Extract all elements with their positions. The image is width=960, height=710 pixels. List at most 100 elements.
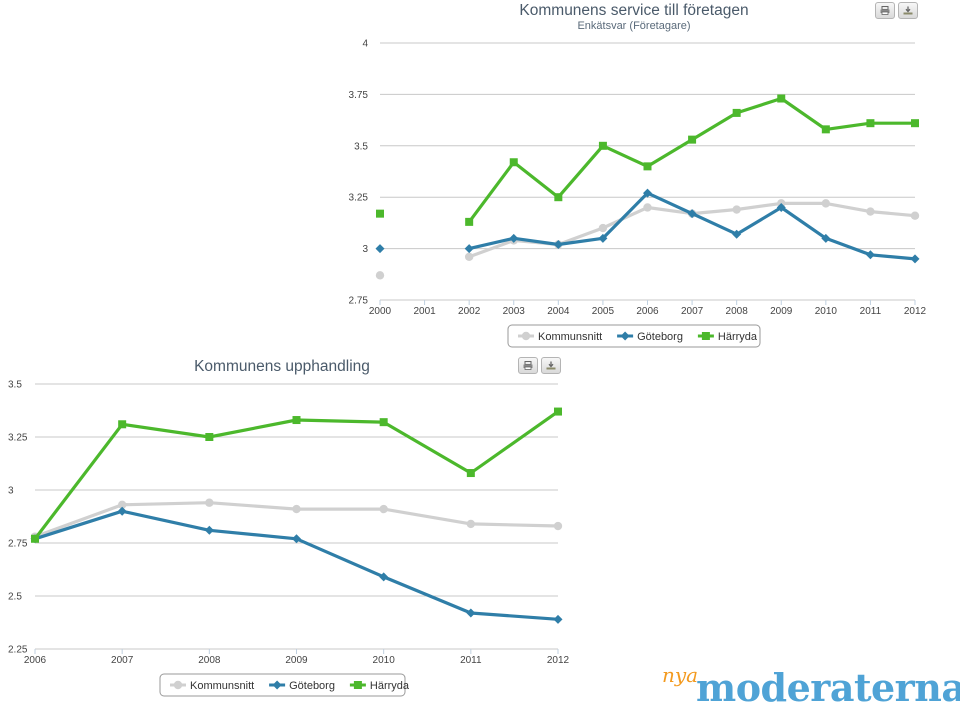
data-point bbox=[465, 217, 474, 226]
y-tick-label: 3.25 bbox=[349, 193, 369, 204]
data-point bbox=[509, 158, 518, 167]
data-point bbox=[866, 207, 875, 216]
moderaterna-logo: nya moderaterna bbox=[662, 663, 960, 710]
data-point bbox=[117, 500, 127, 510]
x-tick-label: 2008 bbox=[198, 655, 221, 666]
legend-swatch-marker bbox=[620, 331, 630, 341]
chart-title: Kommunens upphandling bbox=[194, 358, 370, 375]
x-tick-label: 2002 bbox=[458, 306, 481, 317]
data-point bbox=[379, 504, 388, 514]
y-tick-label: 2.25 bbox=[8, 645, 28, 656]
data-point bbox=[31, 534, 39, 543]
data-point bbox=[598, 223, 608, 233]
data-point bbox=[118, 420, 127, 429]
data-point bbox=[643, 203, 652, 212]
data-point bbox=[204, 525, 214, 535]
data-point bbox=[688, 135, 697, 144]
legend-swatch-marker bbox=[272, 680, 282, 690]
print-chart-button[interactable] bbox=[518, 357, 538, 374]
data-point bbox=[292, 416, 301, 425]
series-line bbox=[33, 410, 559, 540]
x-tick-label: 2012 bbox=[547, 655, 570, 666]
data-point bbox=[553, 614, 563, 624]
data-point bbox=[732, 229, 742, 239]
legend-item: Kommunsnitt bbox=[538, 331, 602, 343]
print-icon bbox=[880, 6, 890, 15]
chart-title: Kommunens service till företagen bbox=[519, 2, 748, 19]
x-tick-label: 2006 bbox=[24, 655, 47, 666]
data-point bbox=[292, 534, 301, 544]
logo-wordmark: moderaterna bbox=[696, 665, 960, 710]
x-tick-label: 2003 bbox=[503, 306, 526, 317]
download-icon bbox=[546, 361, 556, 370]
data-point bbox=[866, 119, 875, 128]
data-point bbox=[865, 250, 875, 260]
data-point bbox=[466, 469, 475, 478]
x-tick-label: 2009 bbox=[285, 655, 308, 666]
x-tick-label: 2009 bbox=[770, 306, 793, 317]
data-point bbox=[821, 125, 830, 134]
x-tick-label: 2011 bbox=[460, 655, 482, 666]
data-point bbox=[553, 521, 563, 531]
chart-upphandling: Kommunens upphandling 2.25 2.5 2.75 3 3.25 3.5… bbox=[0, 352, 580, 702]
y-tick-label: 3.5 bbox=[354, 141, 368, 152]
legend-item: Kommunsnitt bbox=[190, 680, 254, 692]
chart-subtitle: Enkätsvar (Företagare) bbox=[577, 20, 690, 32]
data-point bbox=[821, 233, 831, 243]
legend-swatch-marker bbox=[701, 332, 710, 340]
data-point bbox=[643, 188, 652, 198]
data-point bbox=[732, 205, 741, 214]
data-point bbox=[117, 506, 127, 516]
data-point bbox=[466, 608, 476, 618]
print-icon bbox=[523, 361, 533, 370]
download-chart-button[interactable] bbox=[898, 2, 918, 19]
series-line bbox=[467, 96, 915, 223]
data-point bbox=[554, 407, 562, 416]
print-chart-button[interactable] bbox=[875, 2, 895, 19]
x-tick-label: 2000 bbox=[369, 306, 392, 317]
data-point bbox=[554, 193, 563, 202]
x-tick-label: 2010 bbox=[373, 655, 396, 666]
data-point bbox=[821, 199, 831, 208]
series-line bbox=[34, 509, 559, 621]
y-tick-label: 2.75 bbox=[349, 296, 369, 307]
y-tick-label: 4 bbox=[362, 39, 368, 50]
x-tick-label: 2006 bbox=[636, 306, 659, 317]
chart-2-svg: Kommunens upphandling 2.25 2.5 2.75 3 3.25 3.5… bbox=[8, 358, 570, 697]
data-point bbox=[466, 519, 476, 529]
chart-service-till-foretagen: Kommunens service till företagen Enkätsva… bbox=[330, 0, 930, 352]
legend-item: Härryda bbox=[370, 680, 410, 692]
y-tick-label: 2.75 bbox=[8, 539, 28, 550]
legend-swatch-marker bbox=[353, 681, 362, 689]
x-tick-label: 2010 bbox=[815, 306, 838, 317]
data-point bbox=[376, 209, 384, 218]
data-point bbox=[375, 244, 385, 254]
legend-item: Göteborg bbox=[637, 331, 683, 343]
data-point bbox=[205, 498, 214, 507]
legend-box bbox=[507, 324, 761, 348]
data-point bbox=[687, 209, 697, 219]
chart-1-svg: Kommunens service till företagenEnkätsva… bbox=[349, 2, 927, 348]
y-tick-label: 3.5 bbox=[8, 380, 22, 391]
x-tick-label: 2008 bbox=[726, 306, 749, 317]
data-point bbox=[598, 233, 608, 243]
data-point bbox=[205, 433, 214, 441]
logo-prefix: nya bbox=[662, 663, 699, 687]
data-point bbox=[464, 252, 474, 262]
data-point bbox=[379, 418, 388, 427]
legend-swatch-marker bbox=[521, 331, 531, 341]
x-tick-label: 2007 bbox=[681, 306, 704, 317]
data-point bbox=[375, 271, 385, 280]
data-point bbox=[911, 119, 919, 128]
x-tick-label: 2011 bbox=[860, 306, 882, 317]
x-tick-label: 2004 bbox=[547, 306, 570, 317]
data-point bbox=[643, 162, 652, 171]
y-tick-label: 3.25 bbox=[8, 433, 28, 444]
legend-item: Härryda bbox=[718, 331, 758, 343]
data-point bbox=[509, 233, 519, 243]
data-point bbox=[464, 244, 474, 254]
y-tick-label: 3.75 bbox=[349, 90, 369, 101]
legend-swatch-marker bbox=[173, 680, 183, 690]
y-tick-label: 2.5 bbox=[8, 592, 22, 603]
download-chart-button[interactable] bbox=[541, 357, 561, 374]
